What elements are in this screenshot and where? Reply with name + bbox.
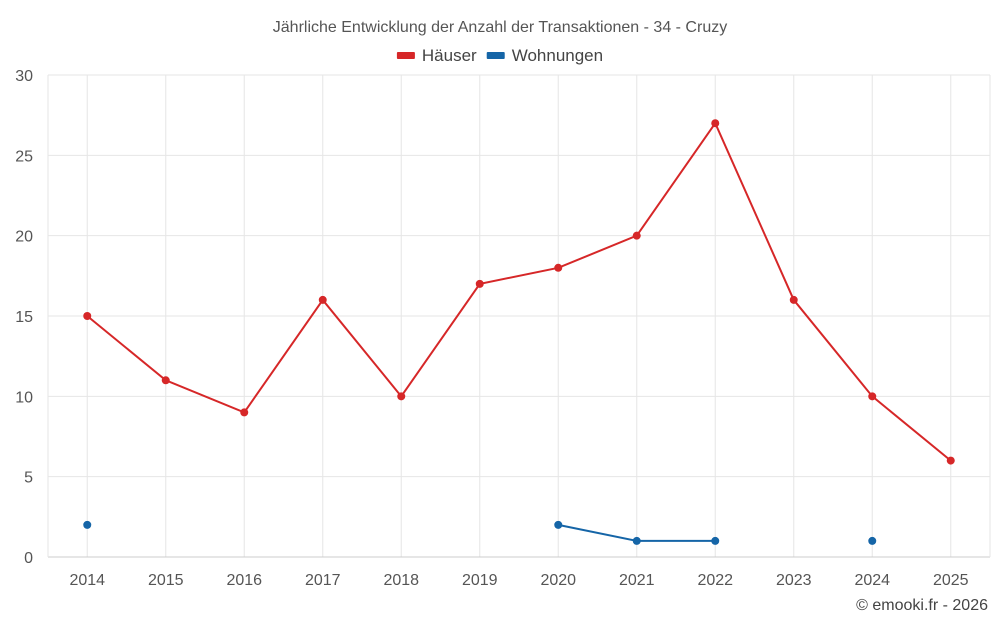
chart-title: Jährliche Entwicklung der Anzahl der Tra… [273, 19, 727, 36]
legend-label: Häuser [422, 46, 477, 65]
y-tick-label: 5 [24, 470, 33, 487]
legend-item[interactable]: Häuser [396, 46, 477, 65]
x-tick-label: 2021 [619, 572, 655, 589]
data-point[interactable] [789, 295, 798, 304]
x-tick-label: 2024 [854, 572, 890, 589]
data-point[interactable] [554, 520, 563, 529]
x-tick-label: 2015 [148, 572, 184, 589]
y-tick-label: 0 [24, 550, 33, 567]
data-point[interactable] [868, 392, 877, 401]
x-tick-label: 2023 [776, 572, 812, 589]
data-point[interactable] [632, 536, 641, 545]
data-point[interactable] [632, 231, 641, 240]
credit-text: © emooki.fr - 2026 [856, 597, 988, 614]
data-point[interactable] [397, 392, 406, 401]
y-tick-label: 20 [15, 229, 33, 246]
x-tick-label: 2018 [383, 572, 419, 589]
x-tick-label: 2017 [305, 572, 341, 589]
y-tick-label: 10 [15, 389, 33, 406]
data-point[interactable] [711, 119, 720, 128]
data-point[interactable] [711, 536, 720, 545]
legend-item[interactable]: Wohnungen [486, 46, 603, 65]
y-axis-ticks: 0 5 10 15 20 25 30 [15, 68, 33, 567]
x-tick-label: 2019 [462, 572, 498, 589]
x-tick-label: 2014 [69, 572, 105, 589]
data-point[interactable] [83, 520, 92, 529]
y-tick-label: 25 [15, 148, 33, 165]
series-0 [83, 119, 955, 465]
x-tick-label: 2020 [540, 572, 576, 589]
data-point[interactable] [240, 408, 249, 417]
series-line [86, 121, 952, 462]
legend-swatch [486, 52, 505, 59]
y-tick-label: 30 [15, 68, 33, 85]
x-tick-label: 2022 [697, 572, 733, 589]
data-point[interactable] [161, 376, 170, 385]
series-1 [83, 520, 877, 545]
legend-swatch [396, 52, 415, 59]
series-layer [83, 119, 955, 545]
data-point[interactable] [946, 456, 955, 465]
legend: Häuser Wohnungen [396, 46, 603, 65]
x-tick-label: 2016 [226, 572, 262, 589]
data-point[interactable] [475, 279, 484, 288]
data-point[interactable] [868, 536, 877, 545]
legend-label: Wohnungen [512, 46, 603, 65]
x-axis-ticks: 2014 2015 2016 2017 2018 2019 2020 2021 2022 2023… [69, 572, 968, 589]
data-point[interactable] [554, 263, 563, 272]
y-tick-label: 15 [15, 309, 33, 326]
data-point[interactable] [318, 295, 327, 304]
data-point[interactable] [83, 312, 92, 320]
x-tick-label: 2025 [933, 572, 969, 589]
grid [47, 74, 991, 558]
